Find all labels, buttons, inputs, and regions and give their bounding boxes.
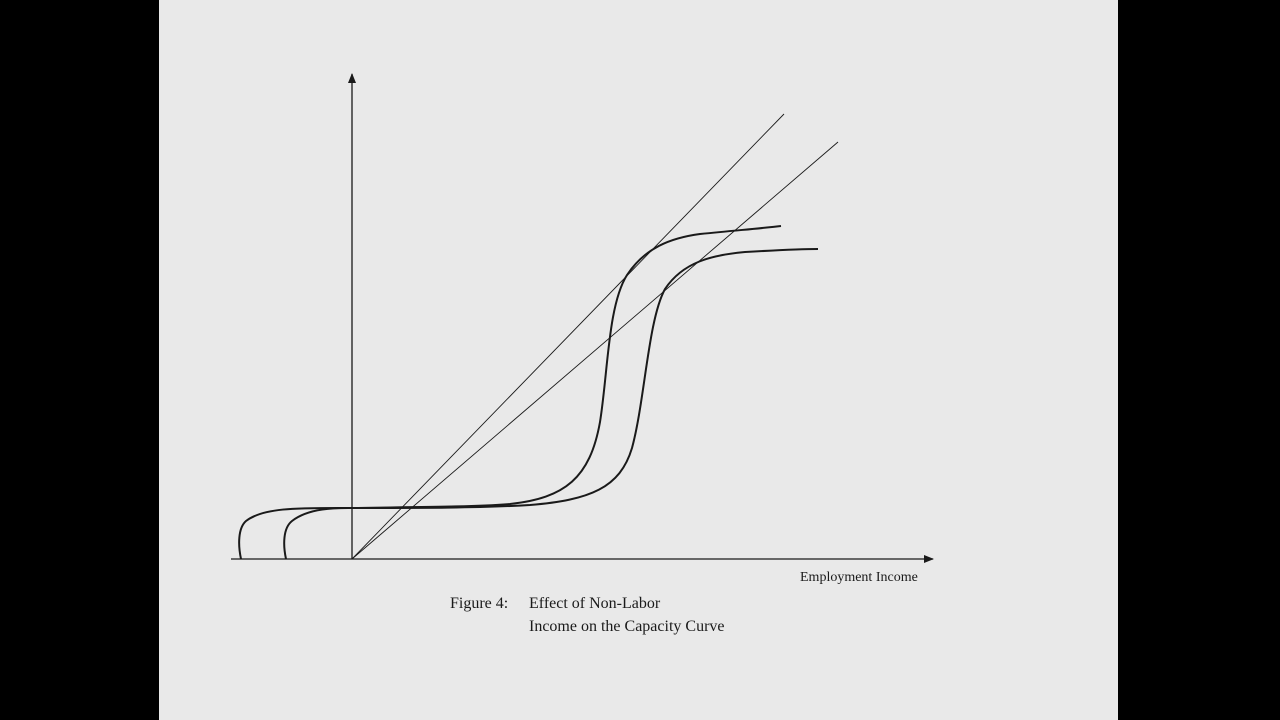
steep-ray-line	[351, 113, 785, 560]
capacity-curve-right	[283, 248, 819, 560]
capacity-curve-left	[238, 225, 782, 560]
shallow-ray-line	[351, 141, 839, 560]
figure-caption-line2: Income on the Capacity Curve	[529, 618, 725, 635]
figure-caption-number: Figure 4:	[450, 595, 508, 612]
slide	[159, 0, 1118, 720]
figure-caption-line1: Effect of Non-Labor	[529, 595, 661, 612]
x-axis-label: Employment Income	[800, 570, 918, 585]
